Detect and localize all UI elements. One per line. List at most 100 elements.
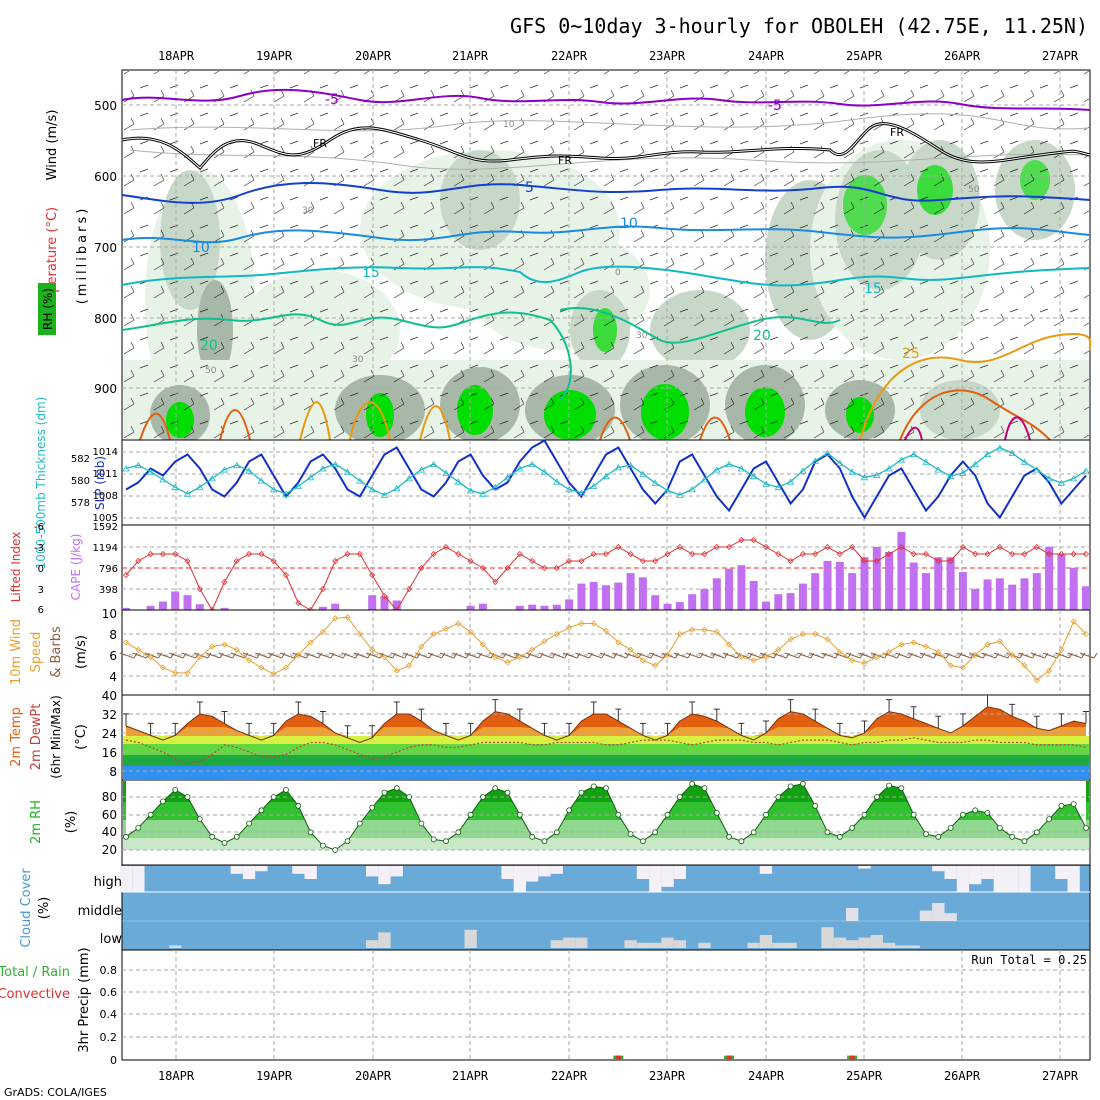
cape-bar <box>392 600 401 610</box>
rh2m-point <box>246 820 253 827</box>
cloud-high-bar <box>1006 866 1019 892</box>
cloud-high-bar <box>1018 866 1031 892</box>
wind10-barb <box>575 652 593 659</box>
temp-tick-32: 32 <box>102 708 117 722</box>
cloud-low-bar <box>882 942 896 948</box>
ylabel-millibars: (millibars) <box>75 206 90 305</box>
thickness-point <box>442 469 450 476</box>
wind10-point <box>442 625 450 632</box>
wind10-point <box>972 651 979 659</box>
temp-minmax-bar <box>836 722 843 736</box>
cloud-panel: high middle low Cloud Cover (%) <box>19 864 1091 951</box>
cape-bar <box>835 562 844 610</box>
wind10-point <box>566 624 573 631</box>
li-point <box>467 557 474 565</box>
rh2m-point <box>996 825 1003 831</box>
wind10-barb <box>255 652 273 659</box>
wind10-point <box>849 657 856 664</box>
thickness-point <box>885 465 893 472</box>
cloud-low-bar <box>673 940 686 948</box>
cape-bar <box>614 582 623 610</box>
temp-tick-16: 16 <box>102 746 117 760</box>
label-r0: 0 <box>615 268 621 278</box>
cape-bar <box>565 599 574 610</box>
thickness-point <box>639 470 647 477</box>
thickness-point <box>417 466 426 473</box>
label-r30-a: 30 <box>302 206 314 216</box>
precip-tick-04: 0.4 <box>100 1008 118 1021</box>
li-point <box>590 550 597 558</box>
thk-tick-578: 578 <box>71 498 90 509</box>
thickness-point <box>651 479 659 486</box>
top-date-20apr: 20APR <box>355 49 392 63</box>
cloud-high-bar <box>526 866 539 882</box>
li-point <box>1070 550 1077 558</box>
temp-minmax-bar <box>861 720 868 733</box>
top-date-23apr: 23APR <box>649 49 686 63</box>
cloud-low-bar <box>464 929 477 948</box>
rh2m-point <box>615 811 622 818</box>
wind10-point <box>516 654 523 661</box>
thickness-point <box>1033 466 1041 473</box>
dewpt-line <box>125 737 1087 765</box>
li-point <box>258 550 265 558</box>
thickness-point <box>466 487 475 494</box>
rh-tick-40: 40 <box>102 825 117 839</box>
rh2m-point <box>972 807 979 814</box>
cape-bar <box>466 605 475 610</box>
cloud-high-bar <box>538 866 551 877</box>
ylabel-thickness: 1000-500mb Thickness (dm) <box>34 397 48 570</box>
cloud-low-bar <box>661 937 674 948</box>
isotherm-20 <box>121 307 841 401</box>
wind10-barb <box>292 652 310 659</box>
temp-minmax-bar <box>959 713 966 726</box>
wind10-point <box>812 630 819 638</box>
level-600: 600 <box>94 170 117 184</box>
top-date-labels: 18APR 19APR 20APR 21APR 22APR 23APR 24AP… <box>158 49 1079 63</box>
cape-bar <box>1069 567 1078 610</box>
thickness-point <box>774 483 783 491</box>
cape-bar <box>158 601 167 610</box>
temp-minmax-bar <box>787 699 794 712</box>
wind10-barb <box>1067 652 1086 659</box>
cape-bar <box>602 585 610 610</box>
cape-bar <box>823 560 832 610</box>
cape-bar <box>897 531 906 610</box>
li-point <box>430 550 437 558</box>
ylabel-temp-3: (6hr Min/Max) <box>49 695 63 779</box>
rh2m-point <box>221 840 228 846</box>
cloud-low-bar <box>846 940 859 948</box>
li-point <box>1009 550 1016 558</box>
slp-panel: 582 580 578 1014 1011 1008 1005 1000-500… <box>34 397 1091 570</box>
wind10-barb <box>599 652 618 659</box>
li-point <box>159 550 166 558</box>
thickness-point <box>540 468 549 475</box>
wind-tick-40: 40 <box>102 689 117 703</box>
rh2m-point <box>479 794 486 800</box>
isotherm-25 <box>299 333 1092 441</box>
cape-bar <box>1082 586 1090 610</box>
wind10-point <box>713 628 720 635</box>
wind10-line <box>125 616 1087 681</box>
cape-bar <box>368 595 377 610</box>
rh2m-point <box>836 833 843 840</box>
wind10-point <box>602 627 610 634</box>
li-point <box>295 599 302 607</box>
thickness-point <box>134 461 143 469</box>
wind10-point <box>799 630 806 638</box>
cloud-mid-bar <box>846 908 859 921</box>
thickness-point <box>749 472 758 480</box>
cape-bar <box>626 573 635 610</box>
cloud-high-bar <box>366 866 379 877</box>
temp-minmax-bar <box>344 725 351 738</box>
temp-minmax-bar <box>984 694 991 707</box>
cape-tick-1194: 1194 <box>93 543 118 554</box>
thickness-point <box>589 482 598 489</box>
cape-bar <box>195 604 204 610</box>
rh2m-point <box>1070 801 1077 807</box>
wind10-point <box>135 646 142 653</box>
thickness-point <box>897 456 906 463</box>
thickness-point <box>356 477 364 484</box>
thickness-point <box>282 490 290 497</box>
cape-bar <box>712 578 721 610</box>
